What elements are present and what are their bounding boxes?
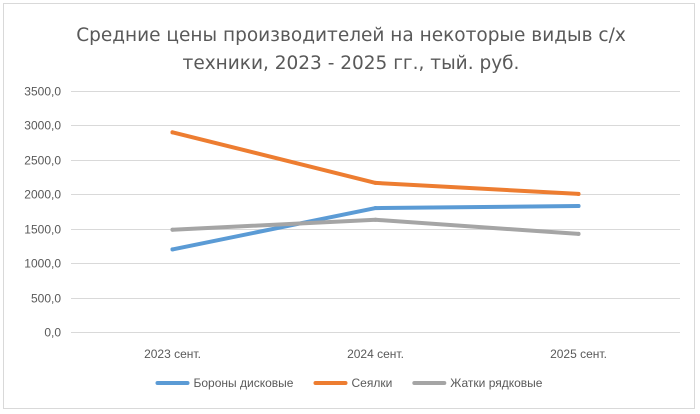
x-tick-label: 2025 сент. (550, 347, 607, 361)
y-tick-label: 1000,0 (24, 257, 61, 271)
data-point (170, 227, 175, 232)
y-tick-label: 2000,0 (24, 188, 61, 202)
y-tick-label: 3000,0 (24, 119, 61, 133)
data-point (170, 247, 175, 252)
legend-item: Бороны дисковые (155, 376, 294, 390)
chart-title-line-2: техники, 2023 - 2025 гг., тый. руб. (183, 53, 520, 74)
y-axis-labels: 0,0 500,0 1000,0 1500,0 2000,0 2500,0 3000,0 35… (24, 85, 61, 340)
data-point (373, 180, 378, 185)
data-point (373, 217, 378, 222)
chart-title-line-1: Средние цены производителей на некоторые… (76, 25, 626, 46)
y-tick-label: 3500,0 (24, 85, 61, 99)
x-axis-labels: 2023 сент. 2024 сент. 2025 сент. (144, 347, 607, 361)
legend-label: Бороны дисковые (194, 376, 294, 390)
legend-item: Сеялки (313, 376, 393, 390)
chart-title: Средние цены производителей на некоторые… (76, 25, 626, 74)
legend-label: Жатки рядковые (450, 376, 543, 390)
line-chart: Средние цены производителей на некоторые… (24, 25, 680, 390)
legend-item: Жатки рядковые (412, 376, 543, 390)
series-lines (170, 130, 581, 252)
data-point (576, 231, 581, 236)
x-tick-label: 2024 сент. (347, 347, 404, 361)
x-tick-label: 2023 сент. (144, 347, 201, 361)
legend-label: Сеялки (352, 376, 393, 390)
chart-frame: Средние цены производителей на некоторые… (3, 3, 695, 409)
data-point (170, 130, 175, 135)
series-line-3 (170, 217, 581, 236)
y-tick-label: 500,0 (31, 292, 61, 306)
data-point (576, 191, 581, 196)
legend: Бороны дисковые Сеялки Жатки рядковые (155, 376, 543, 390)
data-point (576, 203, 581, 208)
y-tick-label: 2500,0 (24, 154, 61, 168)
gridlines (71, 91, 680, 333)
y-tick-label: 1500,0 (24, 223, 61, 237)
y-tick-label: 0,0 (44, 326, 61, 340)
data-point (373, 206, 378, 211)
